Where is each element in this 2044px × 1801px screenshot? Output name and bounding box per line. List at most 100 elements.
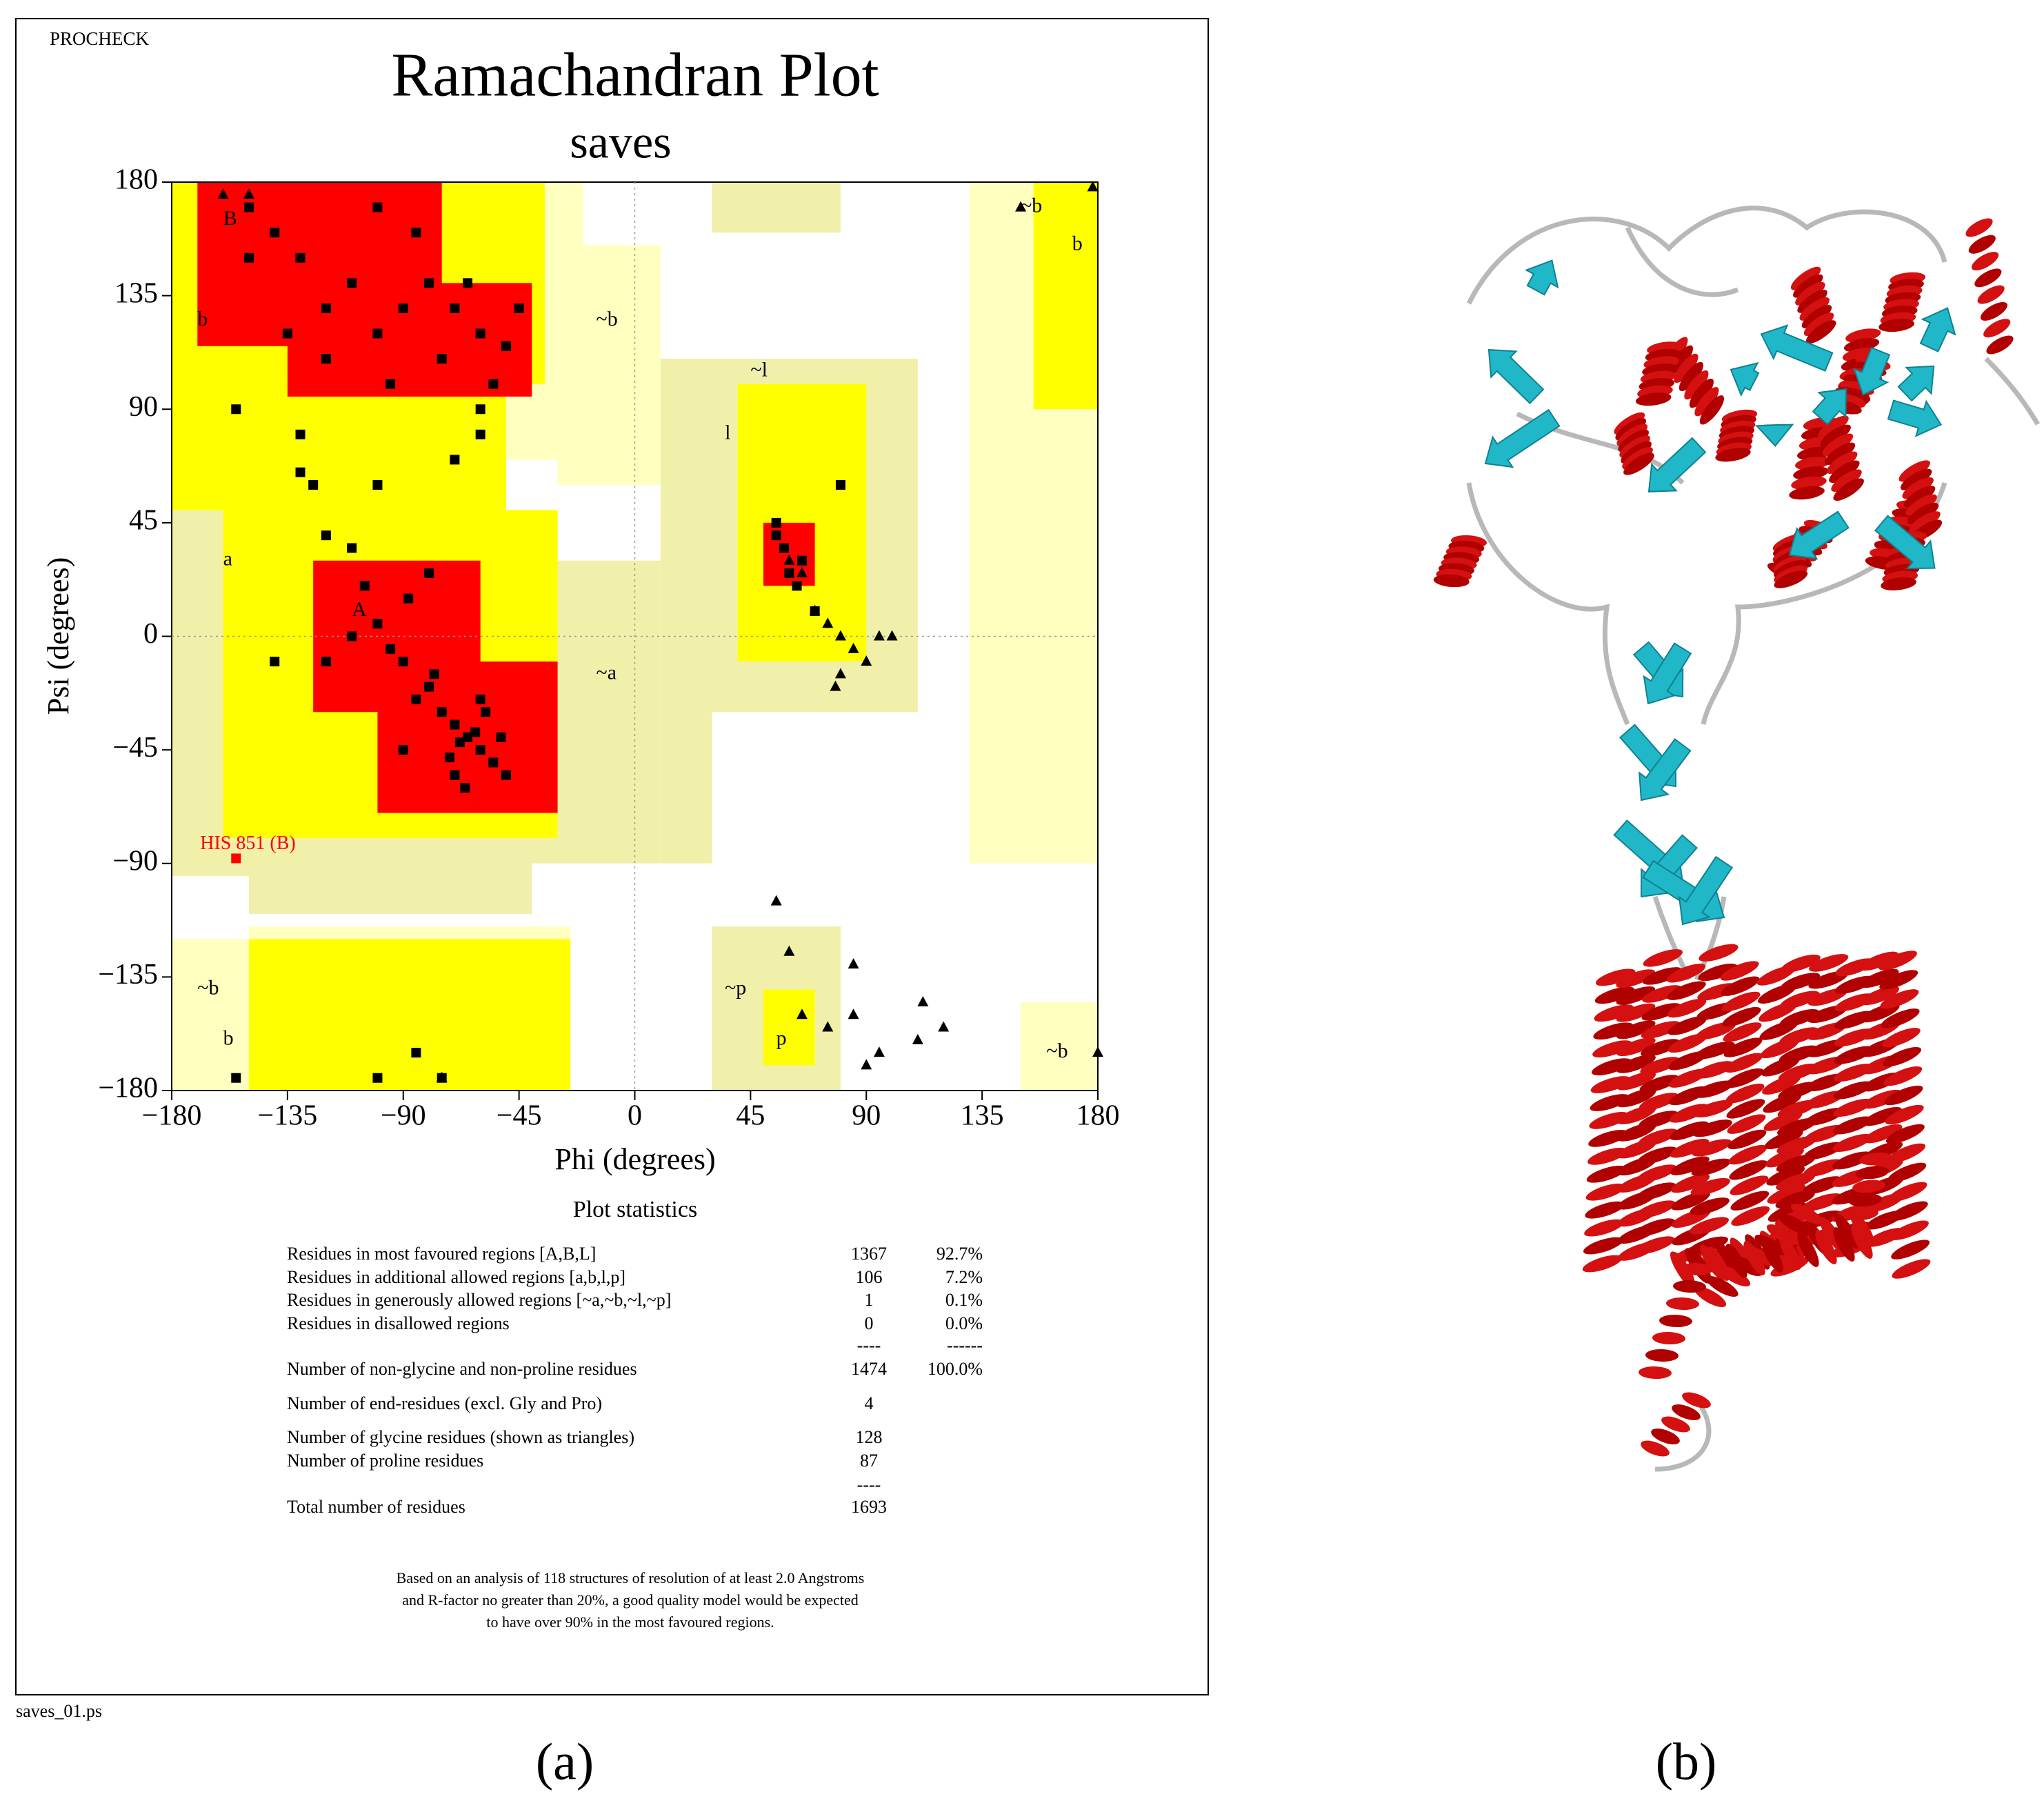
strand xyxy=(1487,348,1545,405)
stats-count: 128 xyxy=(856,1427,883,1447)
helix-turn xyxy=(1859,1152,1892,1166)
x-tick-label: −180 xyxy=(142,1100,202,1132)
helix-turn xyxy=(1780,991,1820,1009)
point xyxy=(359,581,370,591)
helix-turn xyxy=(1805,320,1836,344)
helix-turn xyxy=(1774,570,1808,588)
helix-turn xyxy=(1822,433,1854,457)
stats-note: Based on an analysis of 118 structures o… xyxy=(397,1569,865,1586)
point xyxy=(917,995,929,1006)
stats-count: 1367 xyxy=(851,1244,887,1264)
point xyxy=(848,642,859,653)
point xyxy=(454,737,465,748)
loop xyxy=(1654,1398,1712,1472)
point xyxy=(861,655,872,666)
helix-turn xyxy=(1803,312,1834,336)
helix-turn xyxy=(1863,1124,1903,1144)
helix-turn xyxy=(1880,989,1919,1009)
helix-turn xyxy=(1731,1206,1770,1226)
region-label: ~b xyxy=(1021,194,1042,217)
helix-turn xyxy=(1682,1392,1711,1409)
helix-turn xyxy=(1679,361,1703,392)
helix-turn xyxy=(1849,1193,1882,1207)
panel-label: (b) xyxy=(1656,1733,1717,1791)
helix-turn xyxy=(1860,968,1899,988)
point xyxy=(436,1071,448,1082)
marks: HIS 851 (B) xyxy=(200,181,1103,1083)
stats-count: ---- xyxy=(857,1335,881,1355)
helix-turn xyxy=(1616,986,1656,1005)
point xyxy=(295,429,305,439)
helix-turn xyxy=(1591,1058,1632,1076)
helix-turn xyxy=(1832,1116,1872,1135)
y-tick-label: 45 xyxy=(129,505,158,537)
helix-turn xyxy=(1980,301,2008,321)
helix-turn xyxy=(1642,985,1682,1003)
helix-turn xyxy=(1651,1429,1680,1444)
point xyxy=(450,719,460,730)
helix-turn xyxy=(1652,1331,1685,1345)
helix-turn xyxy=(1766,1224,1799,1245)
point xyxy=(411,694,421,704)
helix-turn xyxy=(1692,1120,1732,1137)
helix-turn xyxy=(1583,1237,1623,1255)
region xyxy=(712,182,841,233)
helix-turn xyxy=(1725,1068,1764,1088)
strand xyxy=(1524,259,1559,296)
helix-turn xyxy=(1898,460,1930,482)
point xyxy=(501,341,511,351)
point xyxy=(450,303,460,313)
point xyxy=(437,354,447,364)
helix-turn xyxy=(1832,1133,1872,1152)
helix-turn xyxy=(1699,395,1724,425)
helix-turn xyxy=(1779,1027,1819,1045)
point xyxy=(796,555,807,566)
loop xyxy=(1466,482,1630,726)
helix-turn xyxy=(1666,1297,1699,1311)
helix-turn xyxy=(1726,1099,1765,1119)
region-label: ~b xyxy=(1046,1039,1068,1062)
point xyxy=(385,379,396,389)
helix-turn xyxy=(1694,1061,1734,1079)
helix-turn xyxy=(1690,1177,1730,1196)
point xyxy=(398,657,408,667)
helix-turn xyxy=(1801,305,1832,328)
helix-turn xyxy=(1635,392,1672,406)
point xyxy=(873,630,885,641)
helix-turn xyxy=(1776,1173,1816,1191)
helix-turn xyxy=(1900,468,1932,490)
helix-turn xyxy=(1672,1404,1701,1420)
point xyxy=(779,543,789,553)
helix-turn xyxy=(1818,415,1849,439)
point xyxy=(834,630,846,641)
y-tick-label: 135 xyxy=(114,277,158,309)
helix-turn xyxy=(1729,1160,1768,1180)
x-tick-label: −90 xyxy=(381,1100,426,1132)
helix-turn xyxy=(1905,494,1937,516)
helix-turn xyxy=(1585,1201,1625,1219)
x-tick-label: 180 xyxy=(1076,1100,1120,1132)
helix-turn xyxy=(1707,1246,1730,1281)
point xyxy=(771,517,781,528)
point xyxy=(372,1073,383,1083)
helix-turn xyxy=(1593,1022,1633,1040)
helix-turn xyxy=(1902,477,1934,499)
strand xyxy=(1484,408,1561,468)
region xyxy=(763,989,815,1066)
stats-label: Residues in additional allowed regions [… xyxy=(287,1267,625,1287)
helix-turn xyxy=(1790,266,1821,290)
helix-turn xyxy=(1881,1008,1920,1028)
helix-turn xyxy=(1891,1240,1930,1260)
stats-count: 1693 xyxy=(851,1497,887,1517)
stats-percent: 7.2% xyxy=(945,1267,983,1287)
loop xyxy=(1984,357,2041,426)
helix-turn xyxy=(1883,1066,1923,1086)
helix-turn xyxy=(1589,1112,1629,1129)
y-tick-label: 90 xyxy=(129,391,158,423)
point xyxy=(835,480,845,490)
helix-turn xyxy=(1766,1166,1805,1186)
point xyxy=(217,188,229,199)
region-label: ~a xyxy=(597,661,617,684)
helix-turn xyxy=(1779,1214,1811,1235)
